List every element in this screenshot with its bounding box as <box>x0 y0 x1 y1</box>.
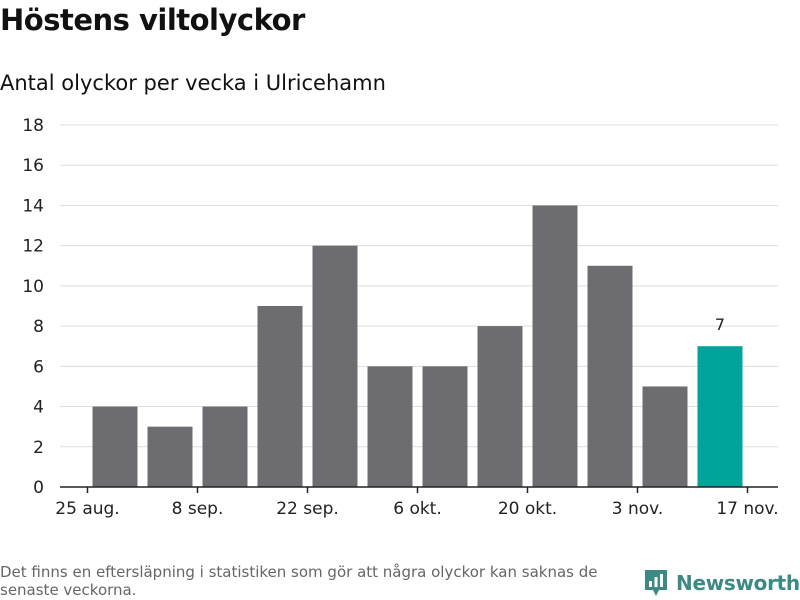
chart-title: Höstens viltolyckor <box>0 3 305 37</box>
bar <box>587 265 633 487</box>
bar <box>202 406 248 487</box>
bar <box>642 386 688 487</box>
brand-logo: Newsworthy <box>643 568 800 598</box>
bar <box>147 426 193 487</box>
footnote: Det finns en eftersläpning i statistiken… <box>0 563 598 599</box>
bar <box>312 245 358 487</box>
y-tick-label: 0 <box>33 478 44 498</box>
bar <box>367 366 413 487</box>
y-tick-label: 2 <box>33 438 44 458</box>
bar <box>422 366 468 487</box>
x-tick-label: 3 nov. <box>612 499 664 519</box>
x-tick-label: 25 aug. <box>55 499 119 519</box>
bar <box>532 205 578 487</box>
brand-name: Newsworthy <box>676 571 800 595</box>
y-tick-label: 14 <box>22 196 44 216</box>
bar <box>92 406 138 487</box>
x-tick-label: 6 okt. <box>393 499 442 519</box>
x-tick-label: 17 nov. <box>716 499 778 519</box>
x-tick-label: 20 okt. <box>498 499 557 519</box>
chart-subtitle: Antal olyckor per vecka i Ulricehamn <box>0 71 386 95</box>
y-tick-label: 12 <box>22 237 44 257</box>
y-tick-label: 18 <box>22 116 44 136</box>
y-tick-label: 4 <box>33 398 44 418</box>
bar-data-label: 7 <box>715 315 725 334</box>
bar <box>477 326 523 487</box>
newsworthy-logo-icon <box>645 570 667 596</box>
bar-chart: 0 2 4 6 8 10 12 14 16 18 7 25 aug. 8 sep. 22 sep. 6 ok… <box>22 116 778 519</box>
bar-highlight <box>697 346 743 487</box>
y-tick-label: 16 <box>22 156 44 176</box>
x-tick-label: 8 sep. <box>172 499 224 519</box>
y-tick-label: 8 <box>33 317 44 337</box>
bar <box>257 306 303 487</box>
y-tick-label: 10 <box>22 277 44 297</box>
x-tick-label: 22 sep. <box>276 499 339 519</box>
y-tick-label: 6 <box>33 357 44 377</box>
